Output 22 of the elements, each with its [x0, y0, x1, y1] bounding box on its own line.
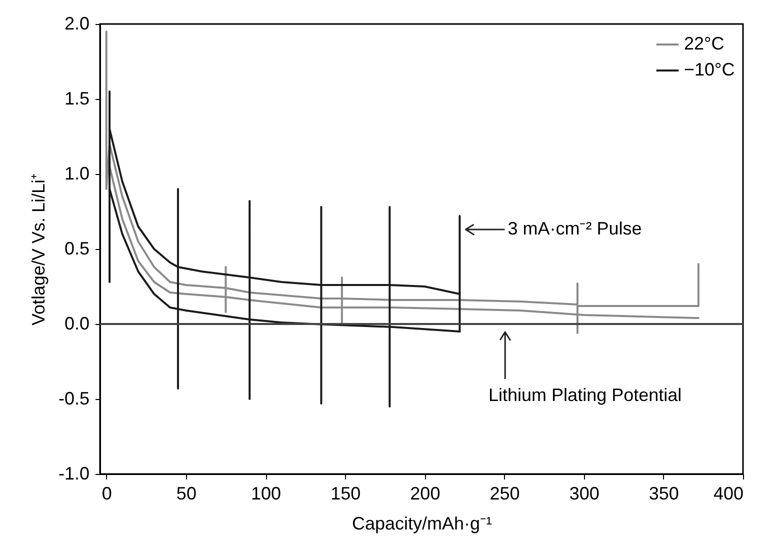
y-tick-label: 1.5	[64, 88, 90, 108]
legend-label: −10°C	[684, 60, 735, 80]
x-tick-label: 400	[713, 484, 744, 504]
x-tick-label: 100	[251, 484, 282, 504]
x-axis-title: Capacity/mAh·g⁻¹	[352, 514, 492, 534]
annotation: 3 mA·cm⁻² Pulse	[508, 218, 642, 238]
x-tick-label: 200	[410, 484, 440, 504]
y-tick-label: 1.0	[64, 164, 90, 184]
y-tick-label: 0.5	[64, 238, 90, 258]
x-tick-label: 250	[490, 484, 520, 504]
x-tick-label: 150	[330, 484, 361, 504]
x-tick-label: 300	[569, 484, 600, 504]
x-tick-label: 0	[102, 484, 112, 504]
y-tick-label: -1.0	[58, 464, 90, 484]
y-tick-label: -0.5	[58, 388, 90, 408]
legend-label: 22°C	[684, 34, 724, 54]
annotation: Lithium Plating Potential	[488, 385, 682, 405]
y-tick-label: 0.0	[64, 314, 90, 334]
x-tick-label: 350	[648, 484, 679, 504]
y-axis-title: Votlage/V Vs. Li/Li⁺	[28, 173, 48, 326]
y-tick-label: 2.0	[64, 14, 90, 34]
x-tick-label: 50	[176, 484, 196, 504]
